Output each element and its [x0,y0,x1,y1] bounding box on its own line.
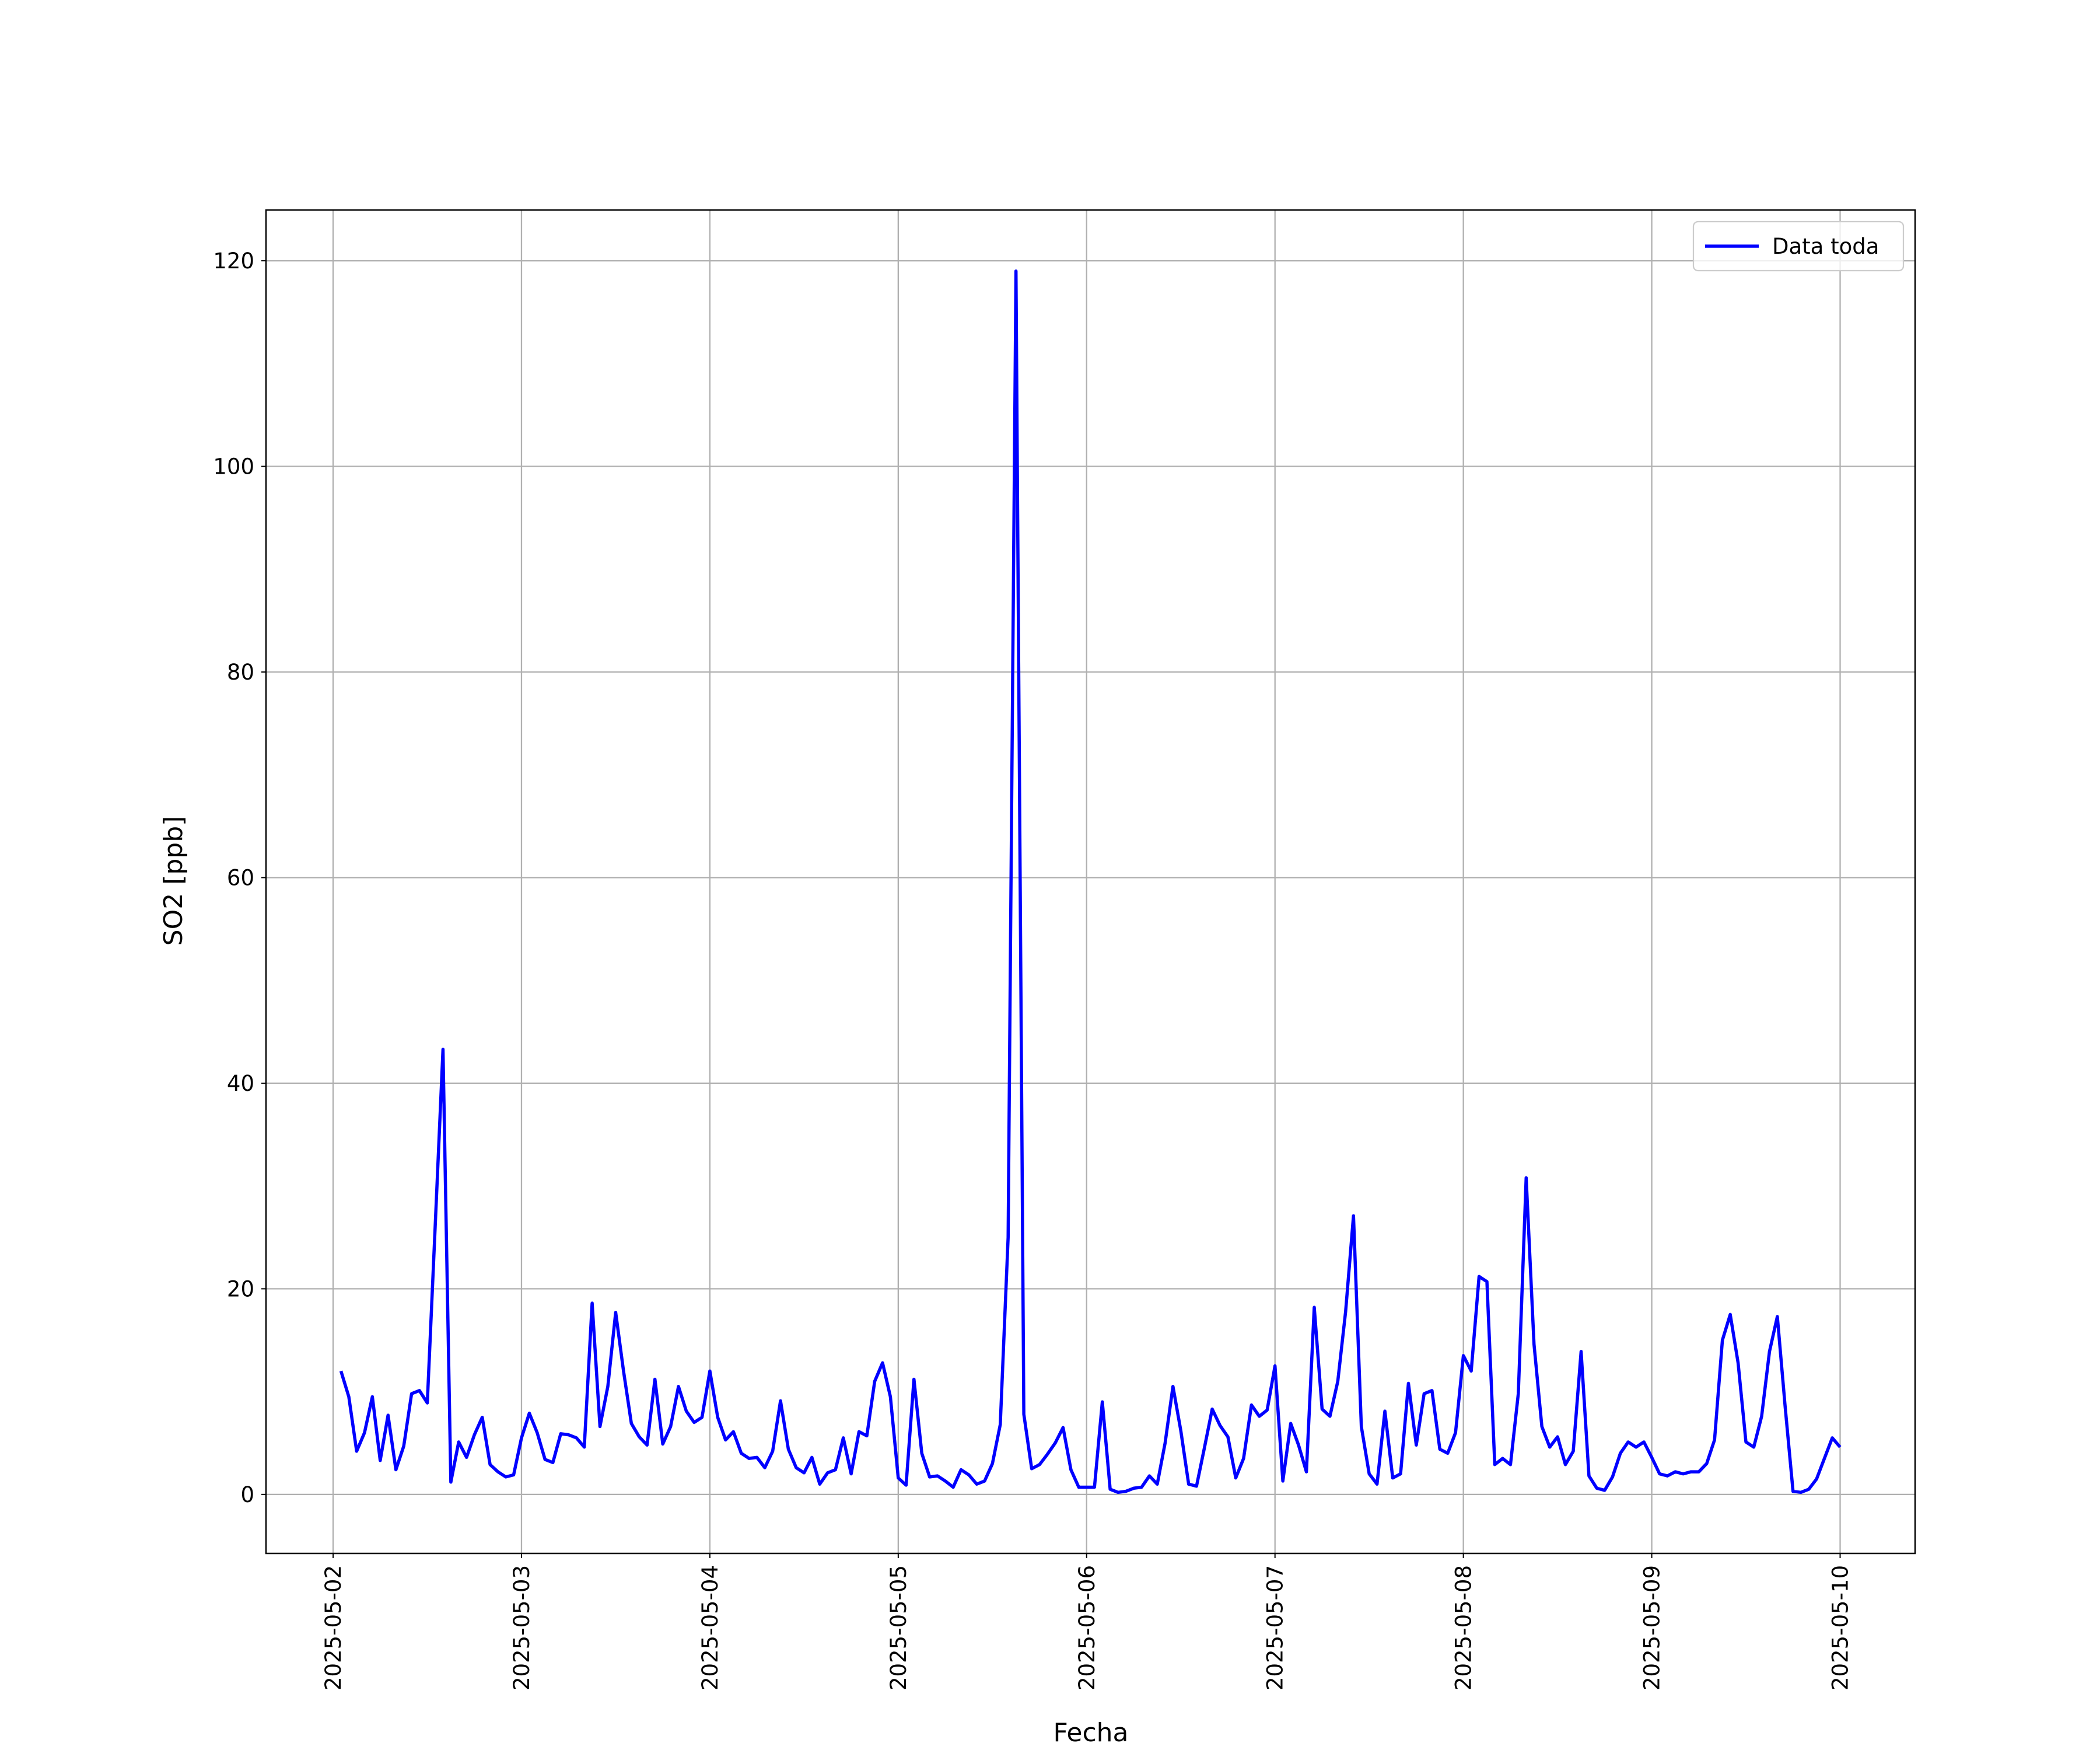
x-tick-label: 2025-05-10 [1828,1565,1853,1690]
y-tick-label: 80 [227,660,254,685]
y-tick-label: 100 [213,454,254,480]
y-axis-label: SO2 [ppb] [159,816,188,946]
y-tick-label: 60 [227,865,254,890]
data-line [339,269,1842,1494]
x-tick-label: 2025-05-05 [886,1565,911,1690]
y-tick-label: 40 [227,1071,254,1096]
legend: Data toda [1692,220,1905,272]
x-axis-label: Fecha [1053,1718,1128,1748]
y-tick-label: 120 [213,249,254,274]
x-tick-label: 2025-05-08 [1451,1565,1476,1690]
legend-label: Data toda [1772,234,1879,259]
legend-frame [1692,220,1905,272]
x-tick-label: 2025-05-07 [1263,1565,1288,1690]
x-tick-label: 2025-05-06 [1074,1565,1100,1690]
plot-frame [265,209,1916,1555]
x-tick-label: 2025-05-04 [698,1565,723,1690]
y-tick-label: 20 [227,1276,254,1301]
x-tick-label: 2025-05-09 [1640,1565,1665,1690]
x-tick-label: 2025-05-02 [321,1565,346,1690]
y-tick-label: 0 [240,1482,254,1507]
x-tick-label: 2025-05-03 [509,1565,534,1690]
